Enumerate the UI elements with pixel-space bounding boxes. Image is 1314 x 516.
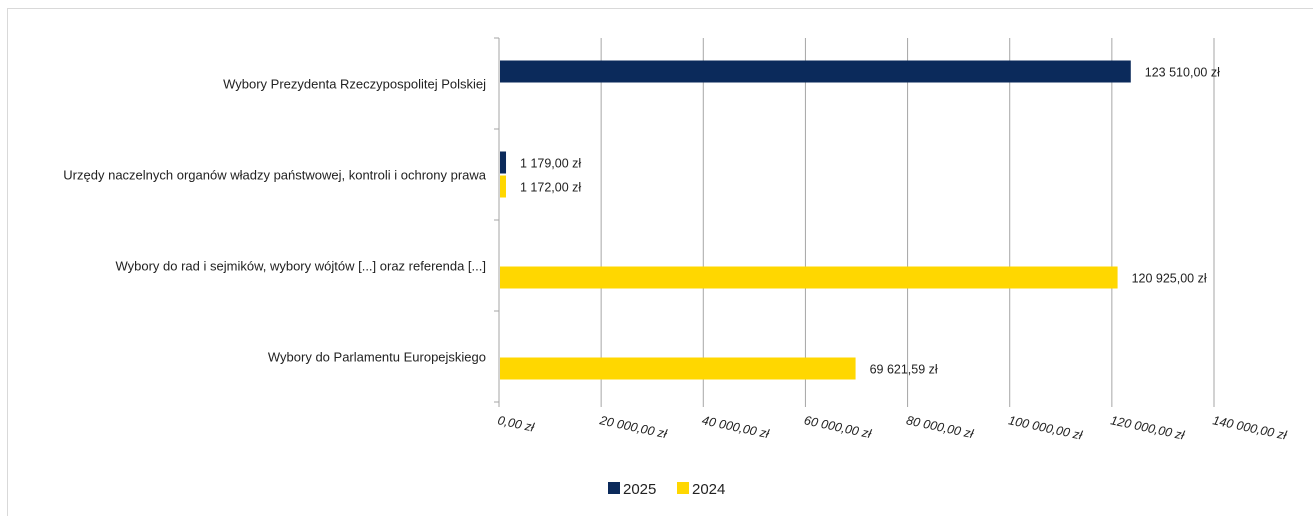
grid-lines [600, 38, 1215, 402]
category-label: Wybory do Parlamentu Europejskiego [268, 350, 486, 365]
legend: 2025 2024 [608, 481, 725, 498]
legend-label-2025: 2025 [623, 481, 656, 498]
bar-2024 [500, 357, 856, 380]
category-labels: Wybory Prezydenta Rzeczypospolitej Polsk… [63, 77, 486, 365]
data-label: 123 510,00 zł [1145, 66, 1220, 80]
bar-2025 [500, 151, 507, 174]
x-tick-labels: 0,00 zł 20 000,00 zł 40 000,00 zł 60 000,00… [496, 413, 1289, 443]
data-label: 1 172,00 zł [520, 181, 581, 195]
x-tick-label: 20 000,00 zł [598, 413, 670, 441]
x-tick-label: 140 000,00 zł [1211, 413, 1289, 443]
legend-label-2024: 2024 [692, 481, 725, 498]
category-label: Wybory Prezydenta Rzeczypospolitej Polsk… [223, 77, 486, 92]
x-tick-label: 60 000,00 zł [803, 413, 874, 441]
x-tick-label: 0,00 zł [496, 413, 536, 435]
y-axis [494, 37, 1215, 407]
data-labels: 123 510,00 zł 1 179,00 zł 1 172,00 zł 120 9… [520, 66, 1220, 377]
legend-swatch-2025 [608, 482, 620, 494]
bar-2024 [500, 266, 1118, 289]
data-label: 120 925,00 zł [1132, 272, 1207, 286]
chart-frame [7, 8, 1313, 516]
bars [500, 60, 1131, 380]
data-label: 1 179,00 zł [520, 157, 581, 171]
x-tick-label: 120 000,00 zł [1109, 413, 1187, 443]
data-label: 69 621,59 zł [870, 363, 938, 377]
bar-2025 [500, 60, 1131, 83]
category-label: Urzędy naczelnych organów władzy państwo… [63, 168, 486, 183]
bar-2024 [500, 175, 506, 198]
category-label: Wybory do rad i sejmików, wybory wójtów … [115, 259, 486, 274]
x-tick-label: 100 000,00 zł [1007, 413, 1085, 443]
x-tick-label: 40 000,00 zł [701, 413, 772, 441]
legend-swatch-2024 [677, 482, 689, 494]
x-tick-label: 80 000,00 zł [905, 413, 976, 441]
